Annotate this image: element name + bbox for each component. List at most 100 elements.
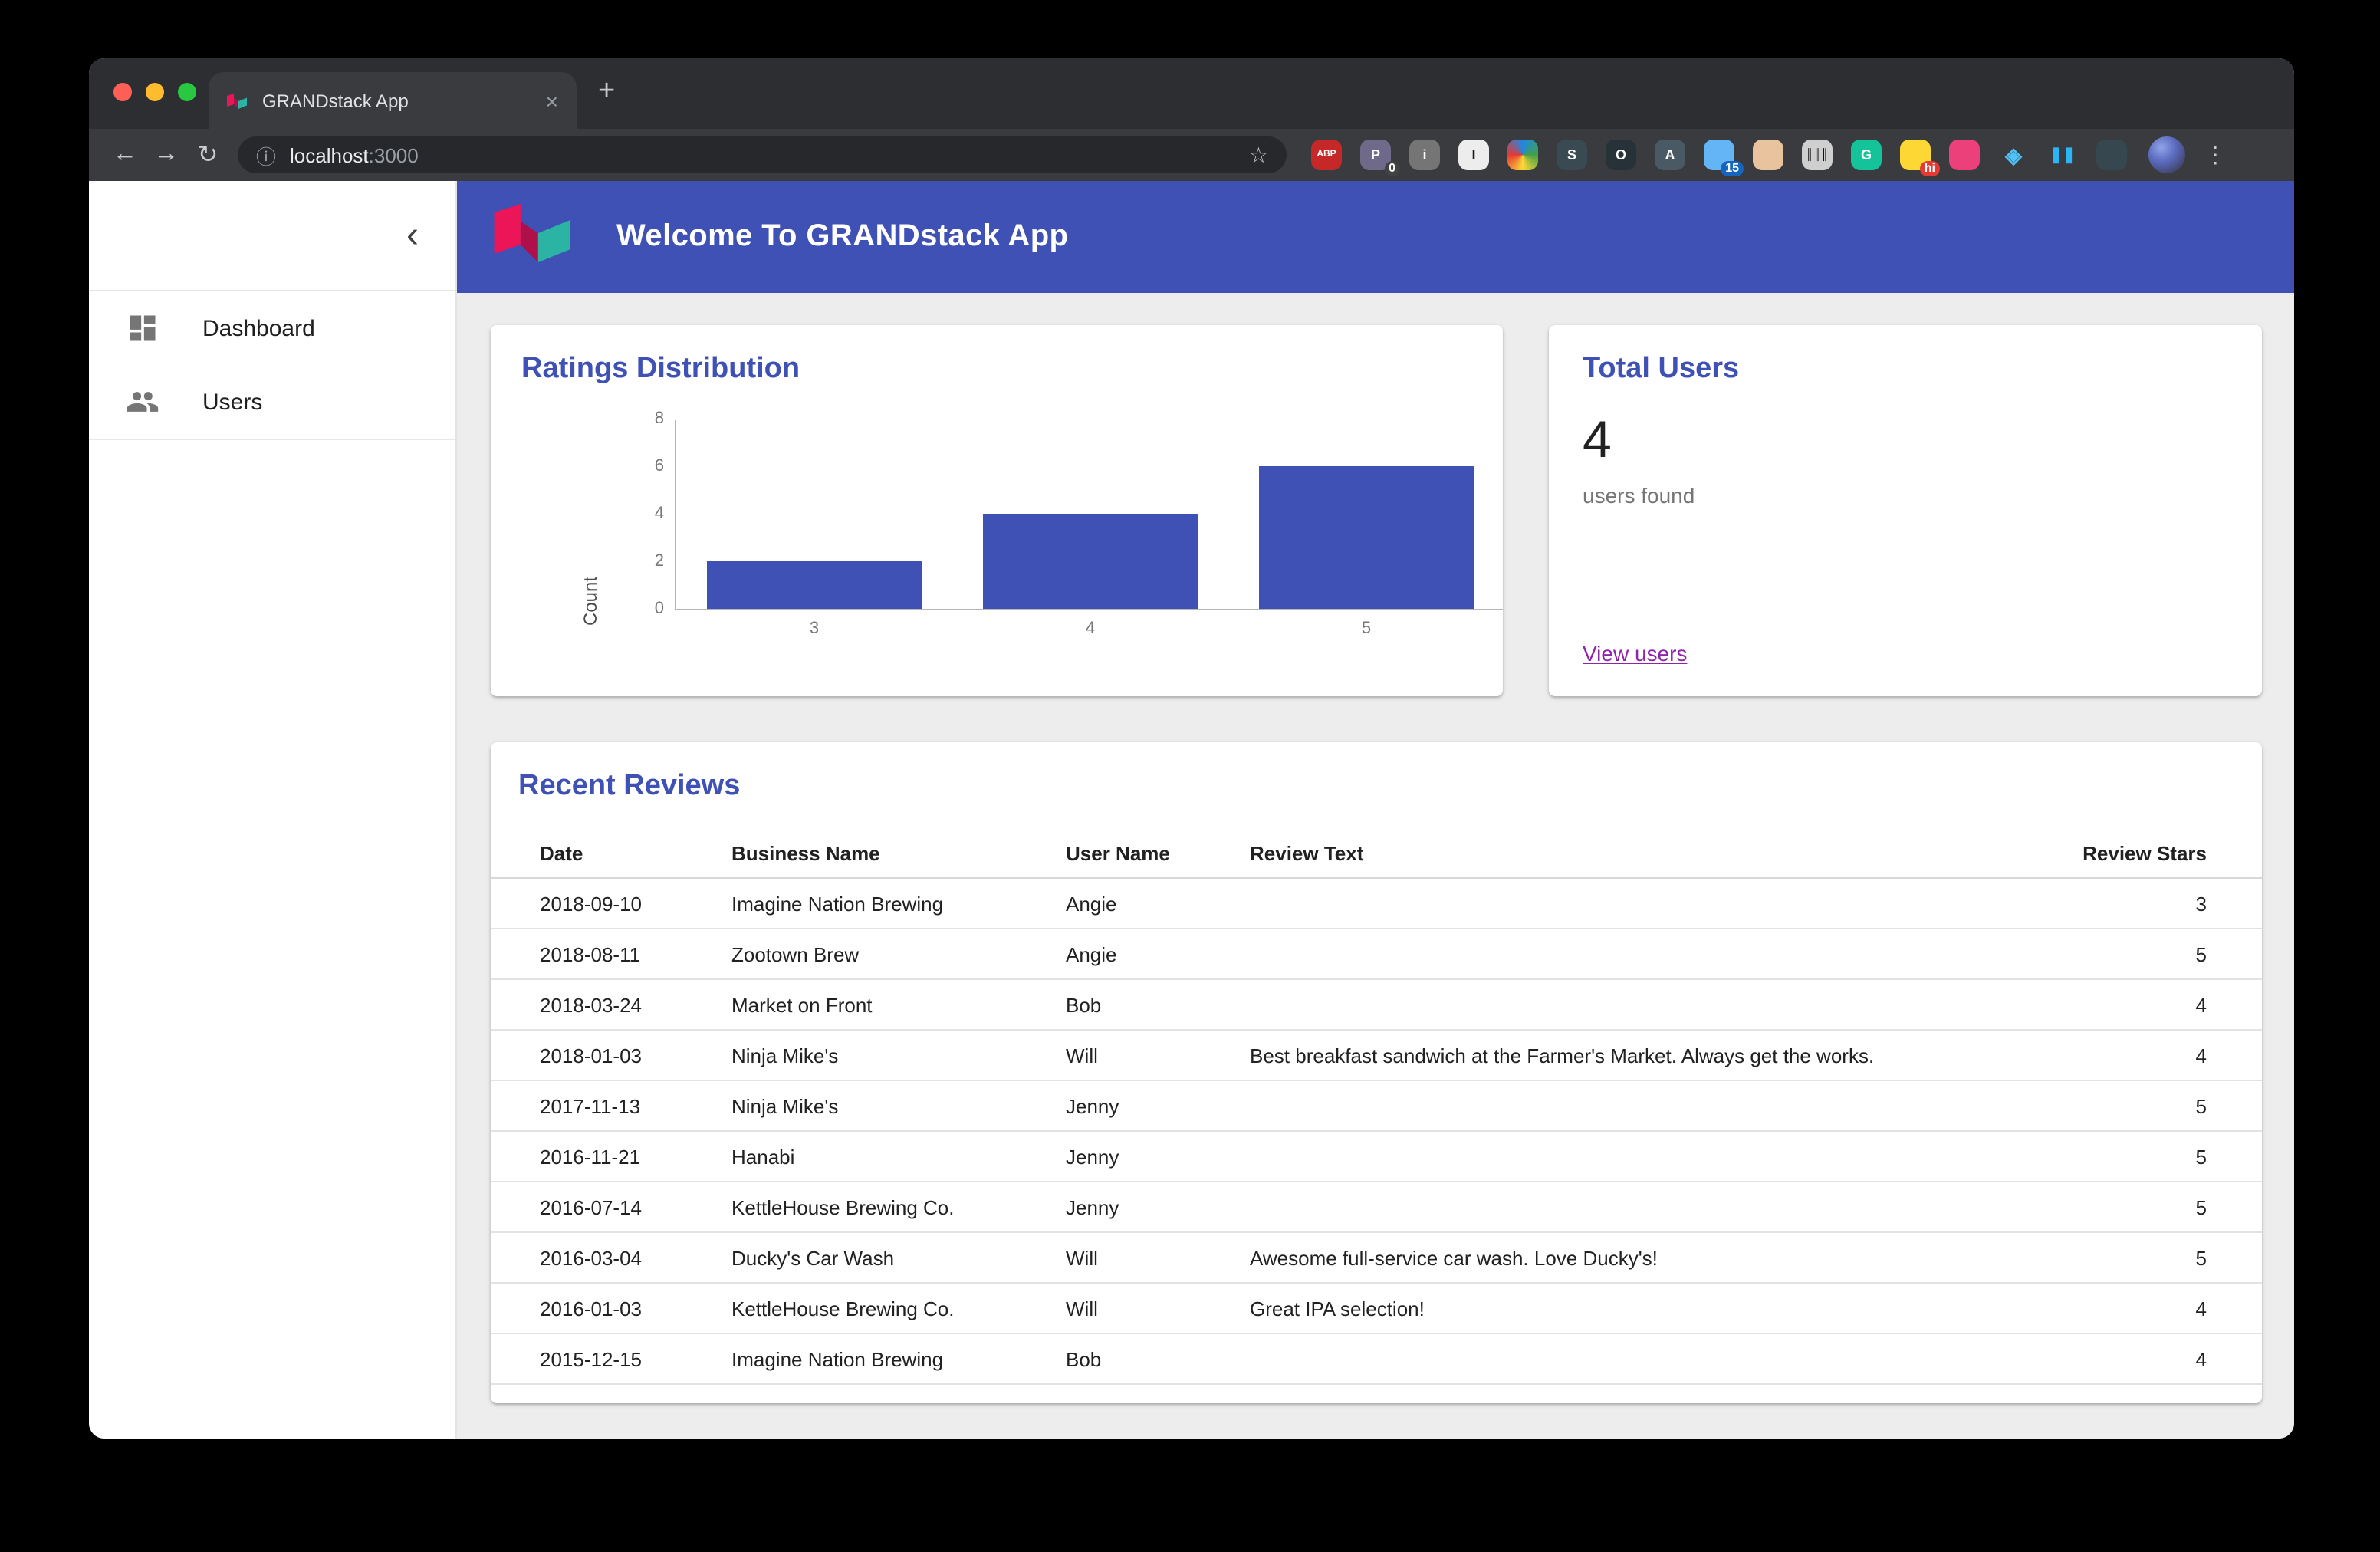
sidebar-header: ‹ (89, 181, 455, 291)
y-tick-label: 2 (654, 552, 664, 570)
blue-layers-icon[interactable]: ◈ (2005, 142, 2022, 166)
cell-business-name: Ninja Mike's (731, 1044, 839, 1067)
x-tick-label: 3 (809, 620, 820, 638)
x-tick-label: 4 (1085, 620, 1096, 638)
chart-y-axis-label: Count (580, 576, 601, 626)
app-bar: Welcome To GRANDstack App (457, 181, 2294, 293)
cell-user-name: Angie (1066, 892, 1117, 915)
pink-bird-icon[interactable] (1949, 140, 1980, 170)
y-tick-label: 8 (654, 409, 664, 428)
zoom-window-button[interactable] (178, 83, 196, 101)
cell-review-stars: 4 (2195, 1297, 2207, 1320)
collapse-sidebar-icon[interactable]: ‹ (406, 214, 419, 255)
chart-plot: 0 2 4 6 8 3 4 5 (655, 409, 1503, 638)
compass-icon[interactable]: A (1655, 140, 1685, 170)
dark-ring-icon[interactable]: O (1606, 140, 1636, 170)
dark-circle-a-icon[interactable] (2096, 140, 2127, 170)
cell-review-stars: 4 (2195, 1044, 2207, 1067)
profile-avatar[interactable] (2148, 136, 2185, 173)
cell-date: 2017-11-13 (540, 1094, 641, 1117)
reviews-table-body: 2018-09-10 Imagine Nation Brewing Angie 3 20… (491, 879, 2262, 1385)
reload-icon[interactable]: ↻ (197, 143, 219, 169)
cell-review-stars: 4 (2195, 993, 2207, 1016)
url-text: localhost:3000 (290, 143, 419, 166)
cell-user-name: Angie (1066, 942, 1117, 965)
browser-window: GRANDstack App × + ← → ↻ ⓘ localhost:300… (89, 58, 2294, 1439)
sidebar-item-users[interactable]: Users (89, 365, 455, 439)
cell-review-stars: 4 (2195, 1347, 2207, 1370)
cell-business-name: Ninja Mike's (731, 1094, 839, 1117)
view-users-link[interactable]: View users (1583, 641, 1688, 666)
traffic-lights (113, 83, 196, 101)
close-window-button[interactable] (113, 83, 132, 101)
cell-user-name: Jenny (1066, 1145, 1119, 1168)
total-users-card: Total Users 4 users found View users (1549, 325, 2262, 696)
table-row: 2016-01-03 KettleHouse Brewing Co. Will Gre… (491, 1284, 2262, 1334)
cell-review-stars: 5 (2195, 1246, 2207, 1269)
y-tick-label: 6 (654, 457, 664, 475)
table-row: 2018-08-11 Zootown Brew Angie 5 (491, 929, 2262, 980)
recent-reviews-card: Recent Reviews Date Business Name User Nam… (491, 742, 2262, 1403)
tab-close-icon[interactable]: × (545, 88, 558, 113)
bar-rating-3 (707, 561, 922, 609)
page-title: Welcome To GRANDstack App (616, 219, 1069, 253)
colorful-sphere-icon[interactable] (1507, 140, 1538, 170)
cell-review-stars: 5 (2195, 1195, 2207, 1218)
back-icon[interactable]: ← (113, 141, 137, 167)
card-title: Recent Reviews (518, 770, 741, 802)
y-tick-label: 4 (654, 505, 664, 523)
stylus-icon[interactable]: S (1557, 140, 1587, 170)
password-manager-icon-badge: 0 (1384, 161, 1400, 176)
cell-review-text: Awesome full-service car wash. Love Duck… (1250, 1246, 1658, 1269)
hi-badge-icon[interactable]: hi (1900, 140, 1940, 176)
cell-user-name: Will (1066, 1044, 1098, 1067)
bookmark-star-icon[interactable]: ☆ (1248, 142, 1268, 166)
minimize-window-button[interactable] (146, 83, 164, 101)
url-host: localhost (290, 143, 369, 166)
cell-date: 2018-09-10 (540, 892, 642, 915)
tan-person-icon[interactable] (1753, 140, 1783, 170)
table-row: 2018-09-10 Imagine Nation Brewing Angie 3 (491, 879, 2262, 929)
cell-business-name: Imagine Nation Brewing (731, 1347, 944, 1370)
people-icon (127, 392, 159, 412)
site-info-icon[interactable]: ⓘ (256, 145, 277, 168)
cell-date: 2015-12-15 (540, 1347, 642, 1370)
instapaper-icon[interactable]: I (1458, 140, 1489, 170)
sidebar: ‹ Dashboard Users (89, 181, 457, 1439)
url-port: :3000 (368, 143, 419, 166)
cell-review-stars: 5 (2195, 1094, 2207, 1117)
address-bar[interactable]: ⓘ localhost:3000 ☆ (238, 136, 1287, 173)
table-row: 2016-03-04 Ducky's Car Wash Will Awesome fu… (491, 1233, 2262, 1284)
cell-date: 2016-01-03 (540, 1297, 642, 1320)
main-area: Welcome To GRANDstack App Ratings Distri… (457, 181, 2294, 1439)
cell-review-text: Best breakfast sandwich at the Farmer's … (1250, 1044, 1875, 1067)
cell-user-name: Jenny (1066, 1094, 1119, 1117)
browser-tab[interactable]: GRANDstack App × (209, 72, 577, 129)
cell-user-name: Will (1066, 1246, 1098, 1269)
adblock-plus-icon[interactable]: ABP (1311, 140, 1342, 170)
column-header: Business Name (731, 841, 880, 864)
sidebar-item-dashboard[interactable]: Dashboard (89, 291, 455, 365)
gray-info-extension-icon[interactable]: i (1409, 140, 1440, 170)
cell-date: 2016-03-04 (540, 1246, 642, 1269)
grammarly-icon[interactable]: G (1851, 140, 1882, 170)
blue-bird-icon-badge: 15 (1721, 161, 1744, 176)
barcode-icon[interactable]: ║║║ (1802, 140, 1833, 170)
blue-bird-icon[interactable]: 15 (1704, 140, 1744, 176)
bar-rating-5 (1259, 466, 1474, 609)
column-header: User Name (1066, 841, 1170, 864)
column-header: Date (540, 841, 583, 864)
cell-business-name: Market on Front (731, 993, 873, 1016)
cell-user-name: Jenny (1066, 1195, 1119, 1218)
page-content: ‹ Dashboard Users (89, 181, 2294, 1439)
cell-business-name: KettleHouse Brewing Co. (731, 1195, 955, 1218)
forward-icon[interactable]: → (154, 141, 179, 167)
cell-business-name: Zootown Brew (731, 942, 860, 965)
sidebar-item-label: Dashboard (202, 315, 315, 341)
pause-icon[interactable]: ❚❚ (2050, 146, 2076, 163)
browser-menu-icon[interactable]: ⋮ (2204, 143, 2228, 169)
new-tab-button[interactable]: + (598, 75, 616, 107)
cell-business-name: Ducky's Car Wash (731, 1246, 895, 1269)
